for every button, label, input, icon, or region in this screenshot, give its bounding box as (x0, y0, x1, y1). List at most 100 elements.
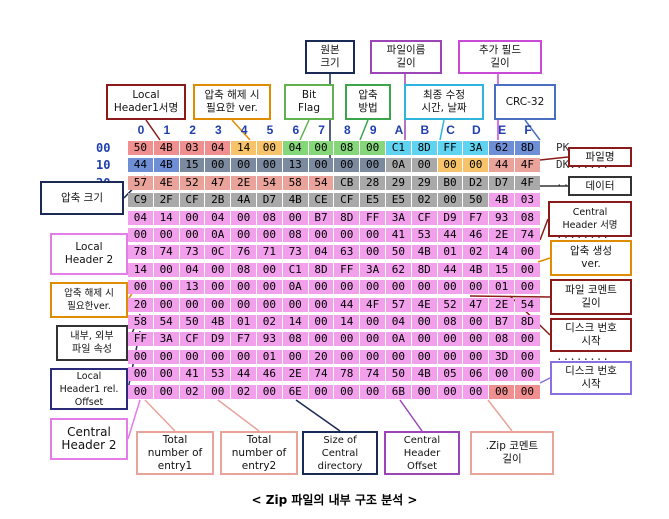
hex-byte: 53 (205, 367, 231, 382)
hex-byte: 00 (231, 210, 256, 225)
hex-byte: 20 (308, 349, 334, 364)
column-header: A (394, 123, 404, 137)
column-header: 0 (137, 123, 145, 137)
column-header: 7 (318, 123, 325, 137)
hex-byte: 6B (386, 384, 411, 399)
hex-byte: 08 (257, 210, 282, 225)
hex-byte: 00 (386, 349, 411, 364)
hex-byte: B7 (489, 315, 514, 329)
column-header: 6 (292, 123, 300, 137)
hex-byte: 04 (386, 315, 411, 329)
hex-byte: F7 (463, 210, 489, 225)
hex-byte: 00 (334, 332, 360, 347)
hex-byte: 62 (489, 141, 514, 155)
column-header: C (446, 123, 455, 137)
hex-byte: 73 (282, 245, 308, 260)
hex-byte: 00 (411, 332, 437, 347)
label-file-attributes: 내부, 외부 파일 속성 (56, 325, 128, 361)
row-header: 10 (96, 158, 111, 173)
hex-byte: 29 (386, 175, 411, 190)
label-version-made-by: 압축 생성 ver. (550, 240, 632, 276)
hex-byte: 08 (282, 228, 308, 242)
connector-line (145, 119, 161, 141)
hex-byte: 00 (489, 367, 514, 382)
hex-byte: 01 (257, 349, 282, 364)
label-central-directory-size: Size of Central directory (302, 431, 378, 475)
hex-byte: 00 (334, 349, 360, 364)
hex-byte: 3A (360, 262, 385, 277)
hex-byte: 8D (334, 210, 360, 225)
hex-byte: 14 (153, 210, 179, 225)
hex-byte: 50 (386, 367, 411, 382)
hex-byte: 52 (179, 175, 205, 190)
hex-byte: 4B (411, 367, 437, 382)
hex-byte: 57 (386, 297, 411, 312)
hex-byte: 04 (128, 210, 153, 225)
label-disk-number-start-2: 디스크 번호 시작 (550, 361, 632, 395)
hex-byte: 08 (515, 210, 540, 225)
column-header: 5 (266, 123, 274, 137)
hex-byte: 00 (231, 297, 256, 312)
hex-byte: 20 (128, 297, 153, 312)
hex-byte: 47 (463, 297, 489, 312)
hex-byte: 00 (179, 297, 205, 312)
connector-line (524, 119, 541, 141)
hex-byte: 00 (360, 245, 385, 260)
hex-byte: 00 (360, 158, 385, 173)
label-disk-number-start: 디스크 번호 시작 (550, 318, 632, 352)
label-central-header-signature: Central Header 서명 (548, 201, 632, 237)
hex-byte: 73 (179, 245, 205, 260)
hex-byte: 28 (360, 175, 385, 190)
hex-byte: 00 (334, 384, 360, 399)
hex-byte: 00 (334, 280, 360, 295)
label-filename: 파일명 (568, 147, 632, 167)
connector-line (359, 119, 369, 141)
label-filename-length: 파일이름 길이 (370, 40, 442, 74)
hex-byte: 2E (489, 228, 514, 242)
hex-byte: 62 (386, 262, 411, 277)
hex-byte: 0A (205, 228, 231, 242)
hex-byte: 00 (153, 384, 179, 399)
label-bit-flag: Bit Flag (284, 84, 334, 120)
hex-byte: 8D (515, 141, 540, 155)
hex-byte: 4B (153, 141, 179, 155)
row-header: 00 (96, 141, 111, 155)
hex-byte: 71 (257, 245, 282, 260)
label-central-header2: Central Header 2 (50, 418, 128, 460)
hex-byte: 44 (437, 262, 463, 277)
hex-byte: 00 (463, 384, 489, 399)
hex-byte: 8D (411, 141, 437, 155)
hex-byte: 00 (334, 228, 360, 242)
hex-byte: D9 (205, 332, 231, 347)
hex-byte: 00 (308, 297, 334, 312)
hex-byte: 2E (489, 297, 514, 312)
hex-byte: 14 (231, 141, 256, 155)
hex-byte: 00 (360, 280, 385, 295)
label-zip-comment-length: .Zip 코멘트 길이 (470, 431, 554, 475)
hex-byte: 00 (257, 158, 282, 173)
hex-byte: 4B (463, 262, 489, 277)
column-header: E (498, 123, 507, 137)
hex-byte: 41 (179, 367, 205, 382)
hex-byte: E5 (386, 193, 411, 208)
hex-byte: CE (308, 193, 334, 208)
hex-byte: 46 (257, 367, 282, 382)
hex-byte: 00 (128, 280, 153, 295)
hex-byte: CF (334, 193, 360, 208)
hex-byte: 15 (179, 158, 205, 173)
hex-byte: 00 (437, 384, 463, 399)
hex-byte: 08 (489, 332, 514, 347)
hex-byte: 53 (411, 228, 437, 242)
hex-byte: 2E (282, 367, 308, 382)
hex-byte: 14 (334, 315, 360, 329)
hex-byte: 00 (515, 332, 540, 347)
hex-byte: 02 (463, 245, 489, 260)
column-header: F (524, 123, 532, 137)
hex-byte: 58 (282, 175, 308, 190)
hex-byte: 0C (205, 245, 231, 260)
hex-byte: 00 (437, 193, 463, 208)
hex-byte: 08 (437, 315, 463, 329)
hex-byte: 00 (282, 349, 308, 364)
hex-byte: FF (437, 141, 463, 155)
hex-byte: 54 (257, 175, 282, 190)
